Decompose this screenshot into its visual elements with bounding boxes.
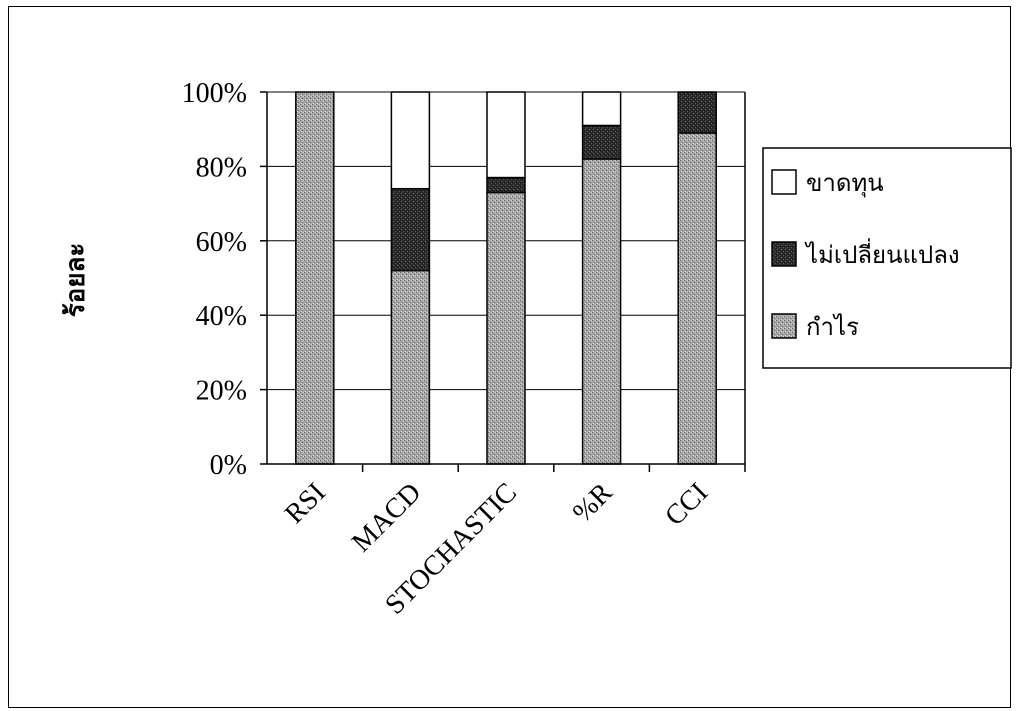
bar-segment: [581, 91, 622, 127]
bars: [295, 91, 717, 465]
bar-segment: [677, 132, 717, 465]
axes: [266, 92, 746, 472]
bar-segment: [581, 124, 622, 160]
y-tick-label: 80%: [196, 152, 247, 183]
y-tick-labels: 0% 20% 40% 60% 80% 100%: [182, 78, 247, 481]
legend-label: กำไร: [806, 313, 859, 341]
bar-segment: [677, 91, 717, 134]
legend-swatch: [771, 169, 797, 195]
bar-segment: [486, 191, 526, 465]
y-tick-label: 20%: [196, 376, 247, 407]
y-tick-label: 40%: [196, 301, 247, 332]
legend-label: ไม่เปลี่ยนแปลง: [804, 238, 960, 269]
y-axis-label: ร้อยละ: [61, 243, 91, 318]
x-tick-label: CCI: [659, 477, 714, 532]
bar-segment: [390, 91, 431, 190]
legend-swatch: [771, 241, 797, 267]
y-tick-label: 60%: [196, 227, 247, 258]
bar-segment: [390, 187, 431, 272]
bar-segment: [295, 91, 335, 465]
x-tick-label: RSI: [279, 477, 332, 530]
y-tick-label: 100%: [182, 78, 247, 109]
bar-segment: [581, 158, 622, 465]
legend-box: [762, 147, 1012, 369]
x-tick-label: MACD: [346, 477, 427, 558]
x-tick-label: %R: [567, 477, 619, 529]
bar-segment: [486, 176, 526, 194]
legend-label: ขาดทุน: [806, 169, 884, 198]
bar-segment: [390, 269, 431, 465]
y-tick-label: 0%: [210, 450, 247, 481]
bar-segment: [486, 91, 526, 179]
legend-swatch: [771, 313, 797, 339]
